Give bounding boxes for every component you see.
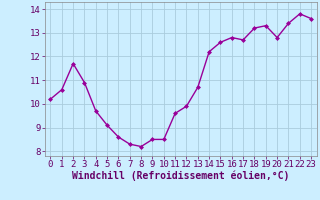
X-axis label: Windchill (Refroidissement éolien,°C): Windchill (Refroidissement éolien,°C) <box>72 171 290 181</box>
